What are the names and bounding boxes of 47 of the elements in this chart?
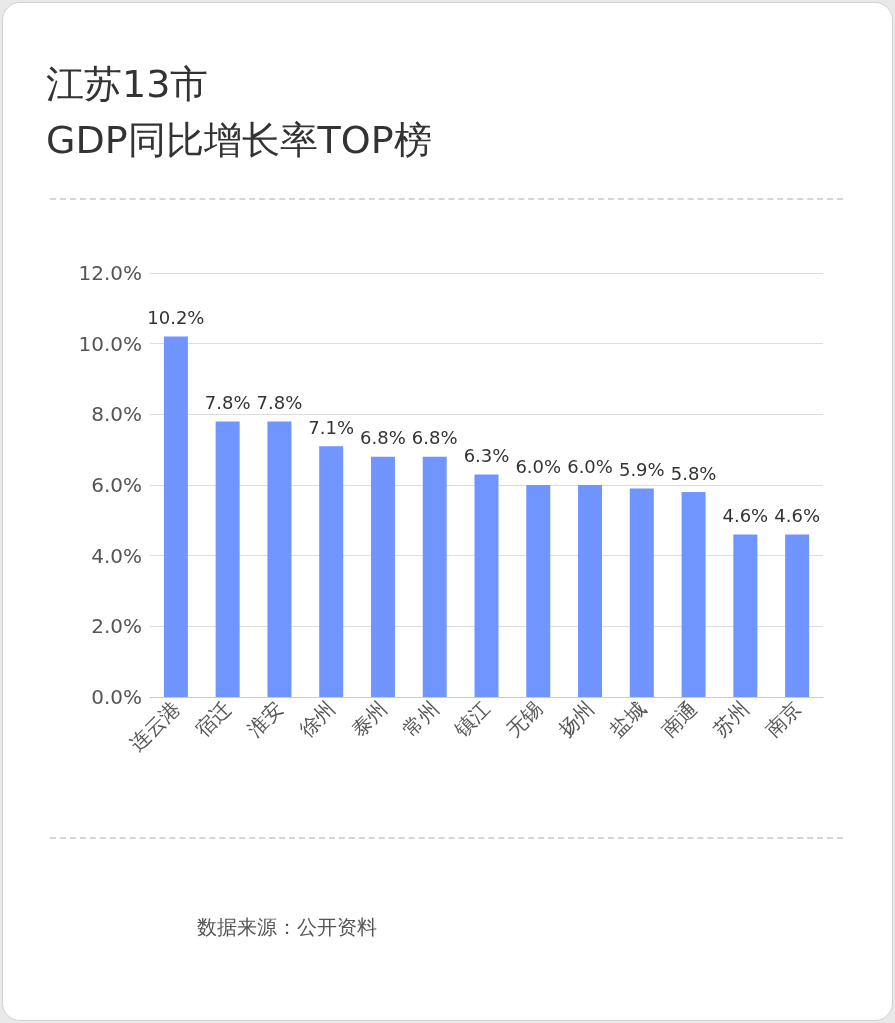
bar (785, 534, 810, 697)
bar (370, 456, 395, 697)
x-tick-label: 常州 (397, 696, 444, 742)
x-tick-label: 苏州 (708, 696, 754, 742)
x-tick-label: 无锡 (501, 696, 547, 742)
bar (578, 485, 603, 697)
bar (733, 534, 758, 697)
bar (163, 336, 188, 697)
y-tick-label: 2.0% (91, 614, 142, 639)
data-label: 6.0% (515, 455, 562, 477)
chart-title: 江苏13市 GDP同比增长率TOP榜 (46, 61, 432, 164)
bar (267, 421, 292, 697)
x-tick-label: 宿迁 (190, 696, 237, 742)
x-tick-label: 扬州 (553, 696, 599, 742)
x-tick-label: 徐州 (294, 696, 340, 742)
data-label: 6.0% (567, 455, 613, 477)
x-tick-label: 盐城 (605, 696, 651, 742)
bar (526, 485, 551, 697)
data-label: 4.6% (774, 504, 820, 526)
y-tick-label: 12.0% (78, 261, 142, 285)
x-tick-label: 南通 (656, 696, 703, 742)
data-label: 7.1% (308, 416, 355, 438)
data-label: 6.8% (360, 427, 406, 449)
y-tick-label: 4.0% (91, 543, 142, 568)
data-label: 6.8% (411, 427, 458, 449)
y-tick-label: 0.0% (91, 685, 142, 709)
y-tick-label: 8.0% (91, 402, 142, 427)
x-tick-label: 南京 (760, 696, 806, 742)
bar (629, 488, 654, 697)
data-label: 7.8% (256, 391, 303, 413)
data-label: 6.3% (463, 444, 510, 466)
bar (215, 421, 240, 697)
bar (422, 456, 447, 697)
bar (319, 446, 344, 697)
x-tick-label: 镇江 (449, 696, 495, 743)
source-note: 数据来源：公开资料 (197, 914, 377, 941)
x-tick-label: 泰州 (346, 696, 392, 742)
bar (681, 492, 706, 697)
bar (474, 474, 499, 697)
y-tick-label: 10.0% (78, 331, 142, 356)
data-label: 10.2% (147, 307, 205, 329)
y-tick-label: 6.0% (91, 473, 142, 497)
data-label: 5.8% (670, 462, 717, 484)
x-tick-label: 淮安 (242, 696, 288, 742)
data-label: 7.8% (204, 391, 251, 413)
data-label: 4.6% (722, 504, 769, 526)
data-label: 5.9% (618, 459, 665, 481)
